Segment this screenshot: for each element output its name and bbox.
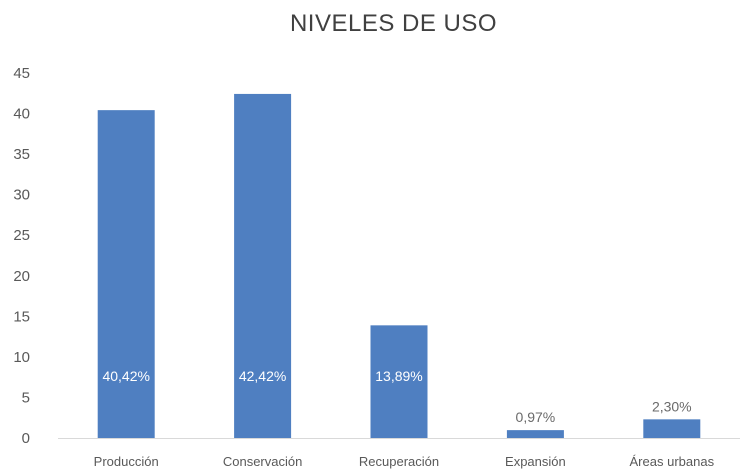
data-labels: 40,42% 42,42% 13,89% 0,97% 2,30%: [102, 368, 691, 425]
x-tick-label: Expansión: [505, 454, 566, 469]
chart-title: NIVELES DE USO: [289, 10, 498, 37]
data-label: 40,42%: [102, 368, 149, 384]
data-label: 13,89%: [375, 368, 422, 384]
data-label: 42,42%: [239, 368, 286, 384]
bar: [234, 93, 292, 438]
data-label: 0,97%: [516, 409, 556, 425]
y-tick-label: 45: [13, 65, 30, 82]
bars: [97, 93, 701, 438]
x-axis: Producción Conservación Recuperación Expans…: [58, 438, 740, 469]
y-tick-label: 20: [13, 268, 30, 285]
data-label: 2,30%: [652, 398, 692, 414]
bar: [370, 325, 428, 438]
bar: [506, 430, 564, 438]
y-tick-label: 30: [13, 187, 30, 204]
bar: [643, 419, 701, 438]
x-tick-label: Áreas urbanas: [630, 454, 715, 469]
y-tick-label: 5: [22, 389, 30, 406]
y-tick-label: 0: [22, 430, 30, 447]
y-tick-label: 35: [13, 146, 30, 163]
x-tick-label: Producción: [94, 454, 159, 469]
y-axis: 0 5 10 15 20 25 30 35 40 45: [13, 65, 30, 447]
x-tick-label: Conservación: [223, 454, 303, 469]
y-tick-label: 40: [13, 106, 30, 123]
x-tick-label: Recuperación: [359, 454, 439, 469]
y-tick-label: 10: [13, 349, 30, 366]
bar: [97, 110, 155, 438]
y-tick-label: 15: [13, 308, 30, 325]
y-tick-label: 25: [13, 227, 30, 244]
